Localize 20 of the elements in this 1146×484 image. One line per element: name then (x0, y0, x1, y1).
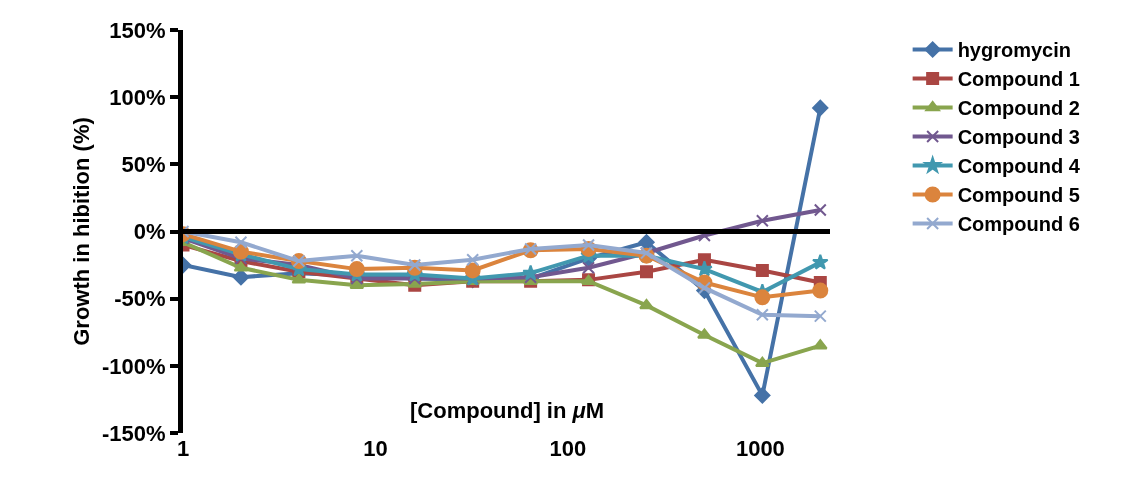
legend-label: Compound 6 (957, 213, 1080, 236)
legend-label: Compound 2 (957, 97, 1080, 120)
x-tick-label: 1 (176, 436, 190, 461)
y-tick-label: 0% (133, 219, 166, 245)
y-tick-label: 150% (109, 17, 166, 43)
y-axis-title: Growth in hibition (%) (68, 117, 94, 346)
legend-label: Compound 3 (957, 126, 1080, 149)
legend-label: hygromycin (957, 39, 1071, 62)
y-tick-label: -50% (114, 286, 166, 312)
y-tick-label: 100% (109, 84, 166, 110)
x-axis-title: [Compound] in μM (410, 398, 605, 423)
legend-label: Compound 4 (957, 155, 1081, 178)
y-tick-label: -150% (102, 420, 166, 446)
x-tick-label: 100 (549, 436, 587, 461)
x-tick-label: 1000 (735, 436, 785, 461)
legend-label: Compound 1 (957, 68, 1080, 91)
y-tick-label: -100% (102, 353, 166, 379)
legend-label: Compound 5 (957, 184, 1080, 207)
x-tick-label: 10 (363, 436, 388, 461)
y-tick-label: 50% (121, 152, 166, 178)
